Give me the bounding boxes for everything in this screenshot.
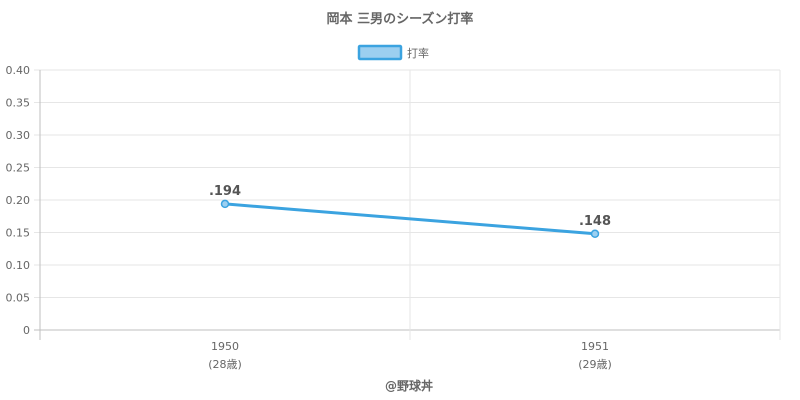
y-tick-label: 0	[23, 324, 30, 337]
x-tick-label-age: (28歳)	[208, 358, 242, 371]
y-tick-label: 0.25	[6, 162, 31, 175]
x-tick-label-year: 1951	[581, 340, 609, 353]
legend[interactable]: 打率	[357, 44, 429, 61]
y-tick-label: 0.40	[6, 64, 31, 77]
y-tick-label: 0.15	[6, 227, 31, 240]
series-layer: .194 .148	[209, 184, 611, 239]
x-axis-ticks: 1950 (28歳) 1951 (29歳)	[208, 340, 612, 371]
credit-label: @野球丼	[385, 378, 433, 393]
y-tick-label: 0.10	[6, 259, 31, 272]
y-axis-ticks: 0 0.05 0.10 0.15 0.20 0.25 0.30 0.35 0.40	[6, 64, 31, 337]
legend-label: 打率	[407, 46, 429, 60]
y-tick-label: 0.05	[6, 292, 31, 305]
data-point[interactable]	[590, 229, 600, 239]
data-label: .194	[209, 184, 241, 199]
x-tick-label-age: (29歳)	[578, 358, 612, 371]
chart-title: 岡本 三男のシーズン打率	[327, 11, 474, 27]
y-gridlines	[34, 69, 780, 331]
y-tick-label: 0.30	[6, 129, 31, 142]
x-tick-label-year: 1950	[211, 340, 239, 353]
data-label: .148	[579, 214, 611, 229]
series-line	[224, 202, 596, 236]
y-tick-label: 0.35	[6, 97, 31, 110]
data-point[interactable]	[220, 199, 230, 209]
legend-swatch	[357, 44, 403, 61]
y-tick-label: 0.20	[6, 194, 31, 207]
x-gridlines	[39, 70, 781, 340]
